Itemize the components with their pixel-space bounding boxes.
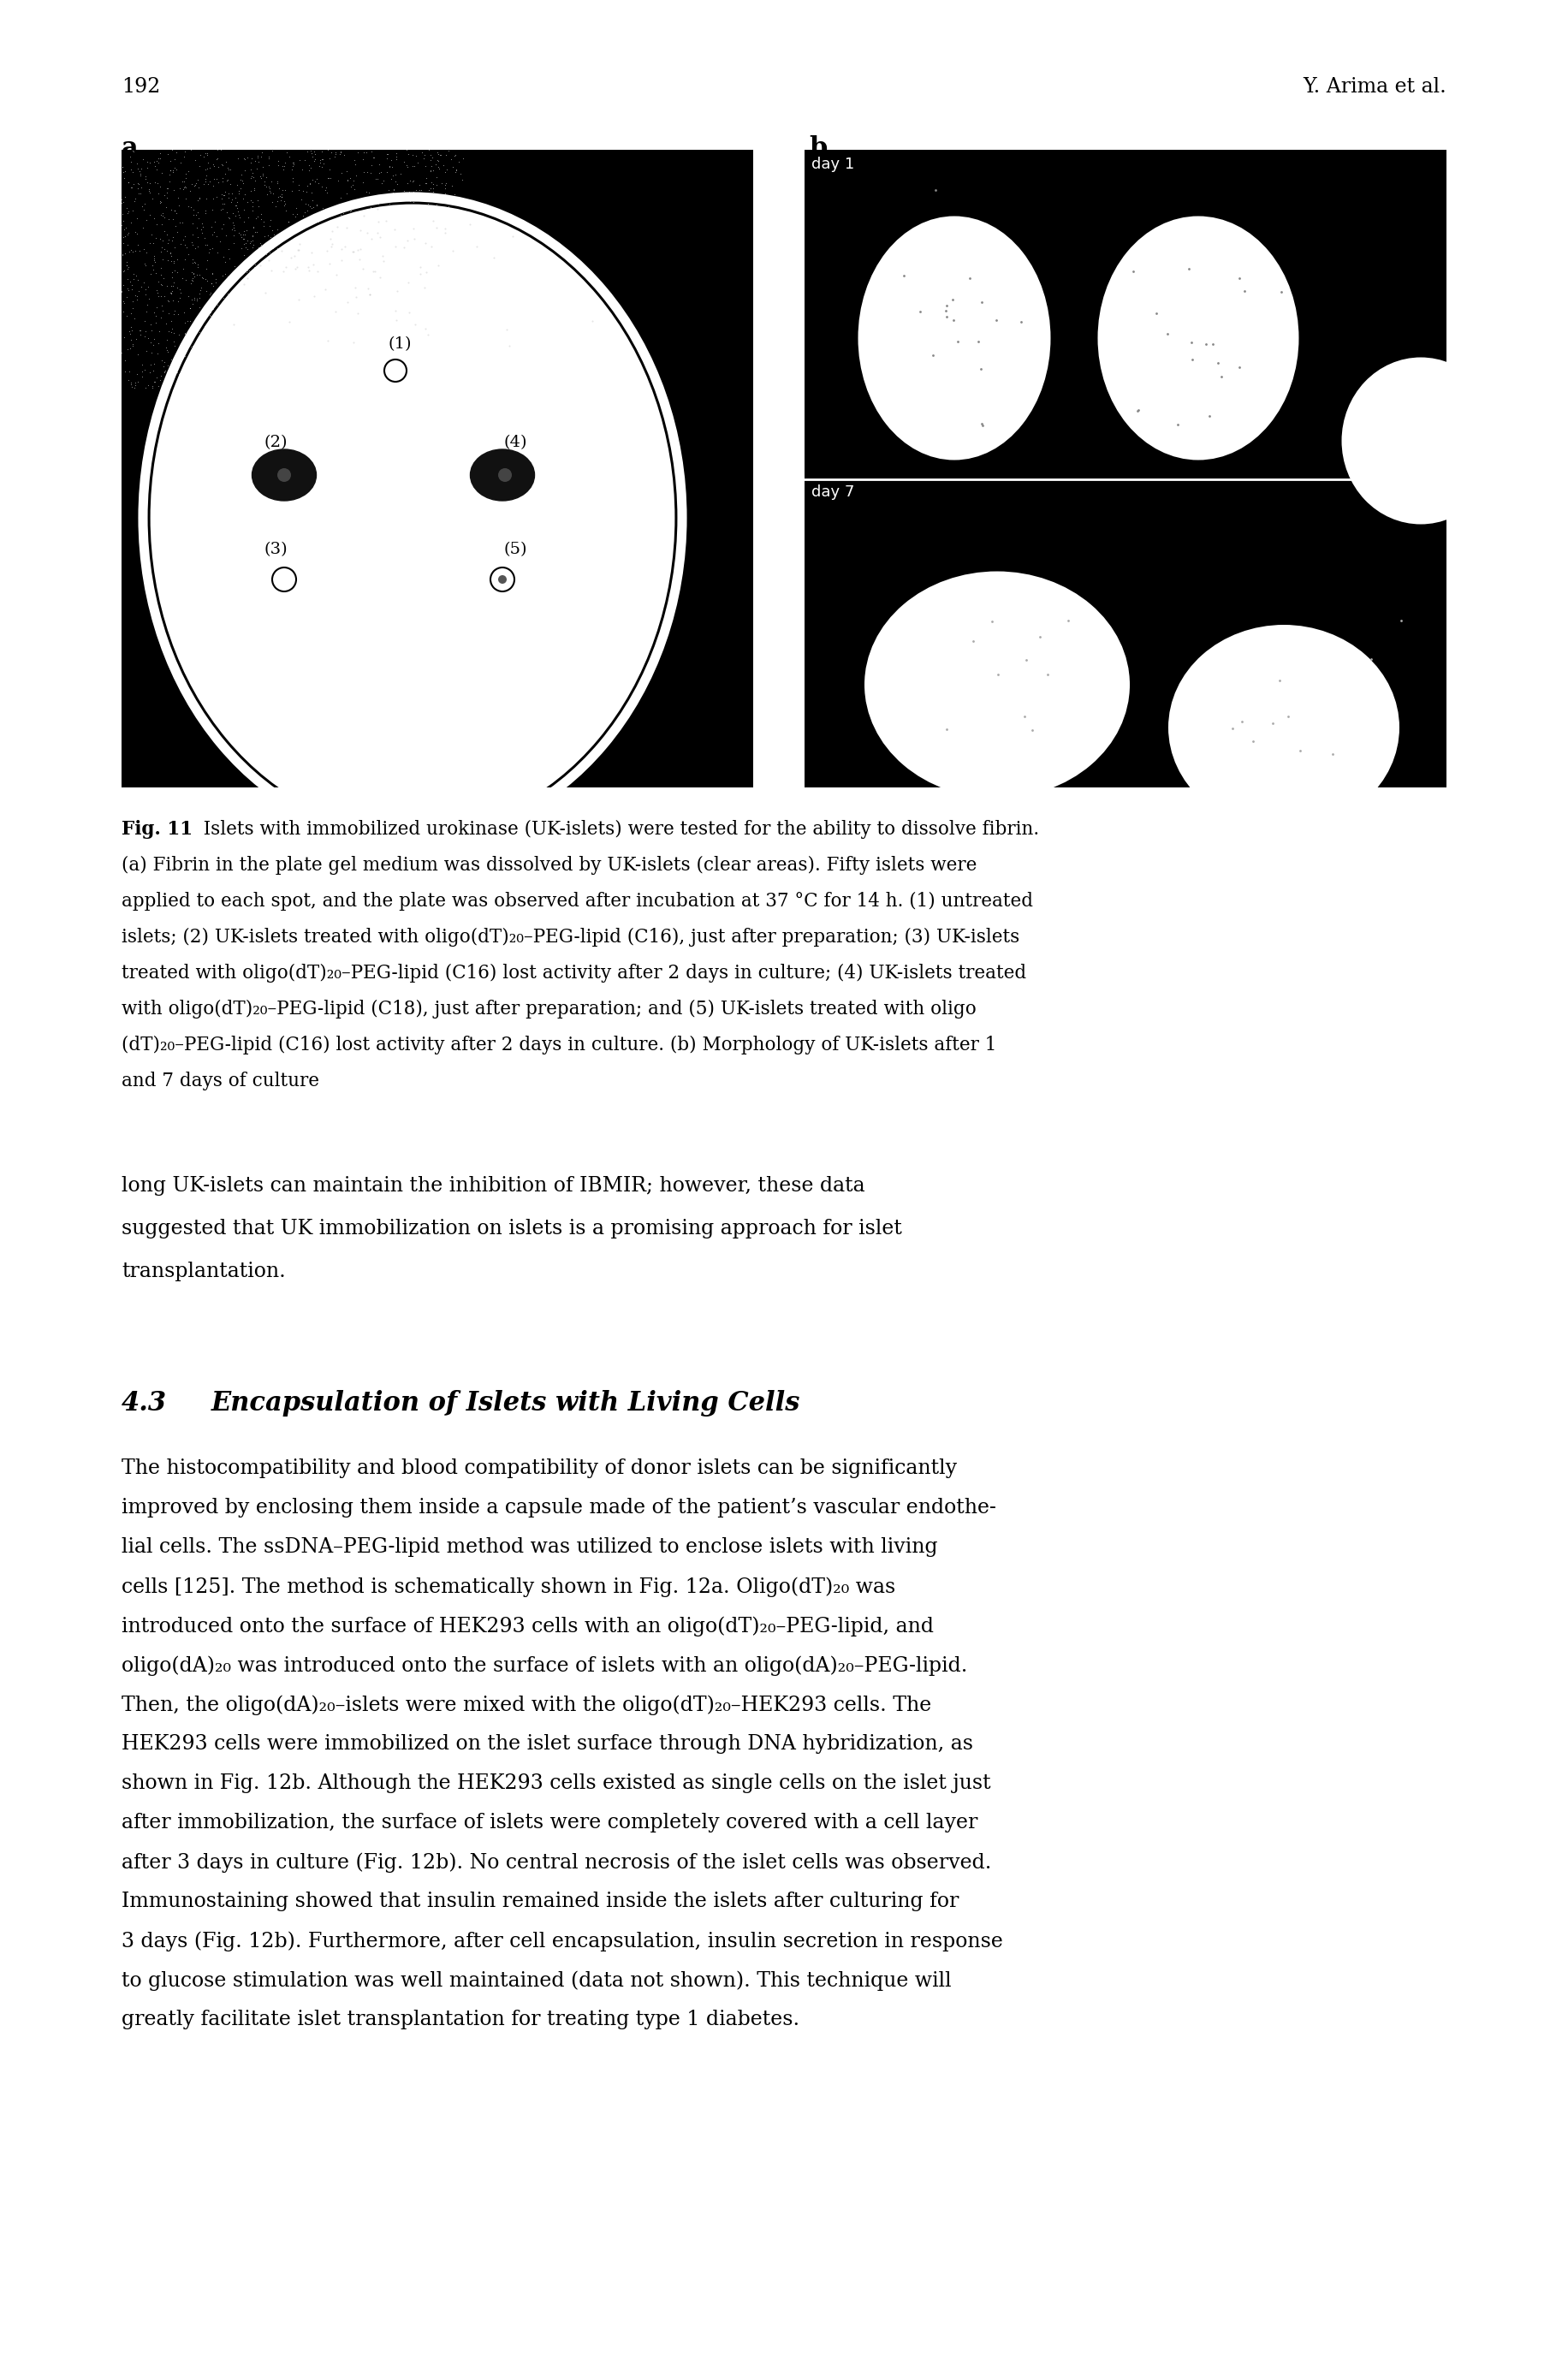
Ellipse shape	[1098, 216, 1298, 461]
Ellipse shape	[864, 570, 1131, 798]
Text: day 1: day 1	[811, 157, 855, 171]
Text: introduced onto the surface of HEK293 cells with an oligo(dT)₂₀–PEG-lipid, and: introduced onto the surface of HEK293 ce…	[122, 1616, 935, 1637]
Text: a: a	[122, 135, 138, 162]
Circle shape	[384, 359, 406, 383]
Text: oligo(dA)₂₀ was introduced onto the surface of islets with an oligo(dA)₂₀–PEG-li: oligo(dA)₂₀ was introduced onto the surf…	[122, 1656, 967, 1675]
Text: transplantation.: transplantation.	[122, 1262, 285, 1281]
Circle shape	[273, 568, 296, 592]
Text: long UK-islets can maintain the inhibition of IBMIR; however, these data: long UK-islets can maintain the inhibiti…	[122, 1176, 866, 1195]
Ellipse shape	[470, 449, 535, 501]
Ellipse shape	[858, 216, 1051, 461]
Text: (3): (3)	[263, 542, 287, 558]
Text: to glucose stimulation was well maintained (data not shown). This technique will: to glucose stimulation was well maintain…	[122, 1970, 952, 1991]
Text: (5): (5)	[503, 542, 527, 558]
Text: (2): (2)	[263, 435, 287, 449]
Text: The histocompatibility and blood compatibility of donor islets can be significan: The histocompatibility and blood compati…	[122, 1459, 956, 1478]
Text: after immobilization, the surface of islets were completely covered with a cell : after immobilization, the surface of isl…	[122, 1813, 978, 1832]
Ellipse shape	[152, 204, 674, 829]
Text: b: b	[809, 135, 826, 162]
Text: Fig. 11: Fig. 11	[122, 820, 193, 839]
Text: cells [125]. The method is schematically shown in Fig. 12a. Oligo(dT)₂₀ was: cells [125]. The method is schematically…	[122, 1578, 895, 1597]
Text: suggested that UK immobilization on islets is a promising approach for islet: suggested that UK immobilization on isle…	[122, 1219, 902, 1238]
Text: 192: 192	[122, 76, 160, 97]
Bar	[122, 150, 753, 786]
Text: applied to each spot, and the plate was observed after incubation at 37 °C for 1: applied to each spot, and the plate was …	[122, 891, 1033, 910]
Text: (1): (1)	[387, 337, 411, 352]
Text: 3 days (Fig. 12b). Furthermore, after cell encapsulation, insulin secretion in r: 3 days (Fig. 12b). Furthermore, after ce…	[122, 1932, 1004, 1951]
Text: treated with oligo(dT)₂₀–PEG-lipid (C16) lost activity after 2 days in culture; : treated with oligo(dT)₂₀–PEG-lipid (C16)…	[122, 965, 1027, 984]
Text: greatly facilitate islet transplantation for treating type 1 diabetes.: greatly facilitate islet transplantation…	[122, 2010, 800, 2029]
Text: Y. Arima et al.: Y. Arima et al.	[1303, 76, 1446, 97]
Text: after 3 days in culture (Fig. 12b). No central necrosis of the islet cells was o: after 3 days in culture (Fig. 12b). No c…	[122, 1853, 991, 1872]
Circle shape	[491, 568, 514, 592]
Text: (dT)₂₀–PEG-lipid (C16) lost activity after 2 days in culture. (b) Morphology of : (dT)₂₀–PEG-lipid (C16) lost activity aft…	[122, 1036, 997, 1055]
Text: with oligo(dT)₂₀–PEG-lipid (C18), just after preparation; and (5) UK-islets trea: with oligo(dT)₂₀–PEG-lipid (C18), just a…	[122, 1000, 977, 1019]
Text: (a) Fibrin in the plate gel medium was dissolved by UK-islets (clear areas). Fif: (a) Fibrin in the plate gel medium was d…	[122, 855, 977, 874]
Text: (4): (4)	[503, 435, 527, 449]
Text: 4.3: 4.3	[122, 1390, 168, 1416]
Bar	[804, 150, 1446, 480]
Circle shape	[499, 575, 506, 584]
Text: Islets with immobilized urokinase (UK-islets) were tested for the ability to dis: Islets with immobilized urokinase (UK-is…	[191, 820, 1040, 839]
Text: shown in Fig. 12b. Although the HEK293 cells existed as single cells on the isle: shown in Fig. 12b. Although the HEK293 c…	[122, 1772, 991, 1794]
Text: lial cells. The ssDNA–PEG-lipid method was utilized to enclose islets with livin: lial cells. The ssDNA–PEG-lipid method w…	[122, 1537, 938, 1556]
Text: Then, the oligo(dA)₂₀–islets were mixed with the oligo(dT)₂₀–HEK293 cells. The: Then, the oligo(dA)₂₀–islets were mixed …	[122, 1694, 931, 1715]
Text: day 7: day 7	[811, 485, 855, 499]
Ellipse shape	[252, 449, 317, 501]
Text: Immunostaining showed that insulin remained inside the islets after culturing fo: Immunostaining showed that insulin remai…	[122, 1891, 960, 1910]
Text: improved by enclosing them inside a capsule made of the patient’s vascular endot: improved by enclosing them inside a caps…	[122, 1497, 996, 1518]
Text: islets; (2) UK-islets treated with oligo(dT)₂₀–PEG-lipid (C16), just after prepa: islets; (2) UK-islets treated with oligo…	[122, 927, 1019, 946]
Bar	[804, 480, 1446, 786]
Text: and 7 days of culture: and 7 days of culture	[122, 1072, 320, 1091]
Text: Encapsulation of Islets with Living Cells: Encapsulation of Islets with Living Cell…	[212, 1390, 801, 1416]
Circle shape	[278, 468, 292, 482]
Ellipse shape	[1342, 356, 1501, 525]
Circle shape	[499, 468, 511, 482]
Text: HEK293 cells were immobilized on the islet surface through DNA hybridization, as: HEK293 cells were immobilized on the isl…	[122, 1734, 974, 1753]
Ellipse shape	[1168, 625, 1399, 829]
